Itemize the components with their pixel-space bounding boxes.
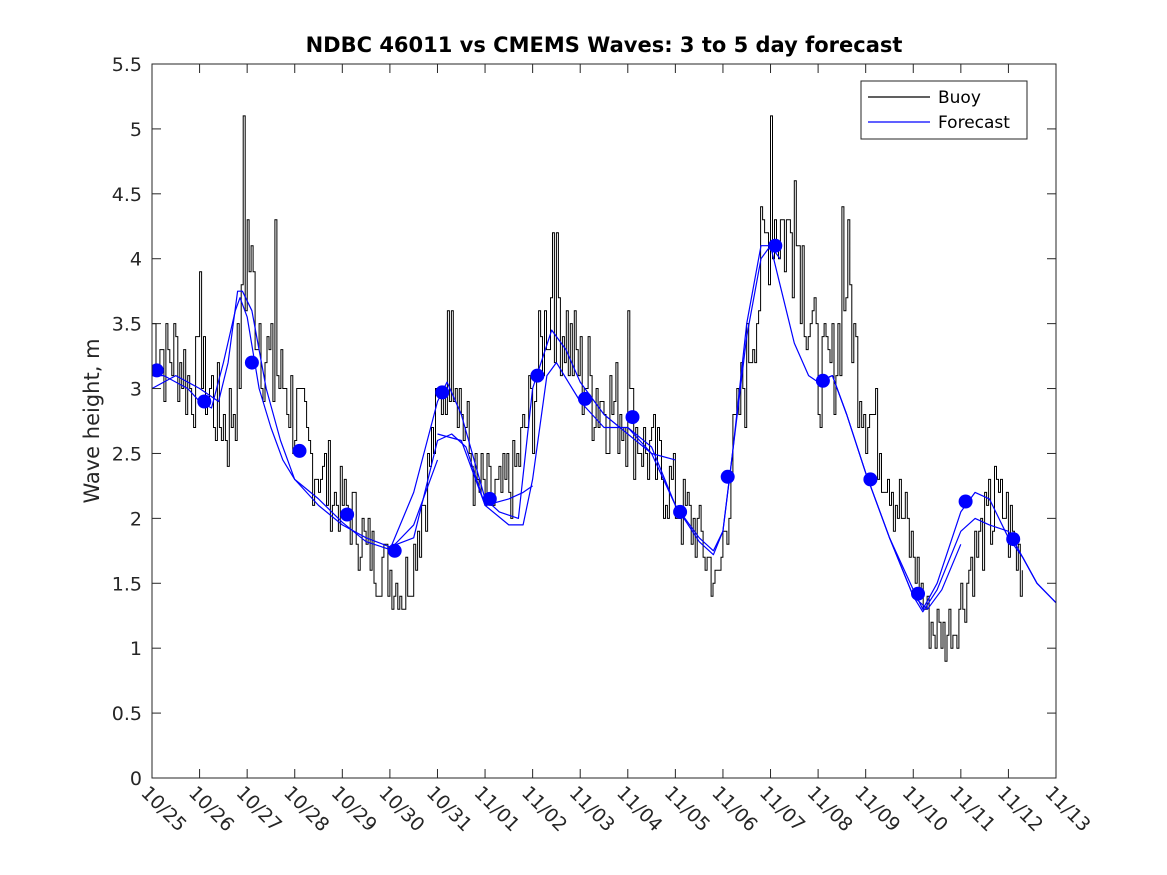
forecast-series-line-1 <box>152 297 439 551</box>
legend-forecast-label: Forecast <box>938 113 1010 133</box>
y-tick-label: 5 <box>130 119 142 141</box>
chart-title: NDBC 46011 vs CMEMS Waves: 3 to 5 day fo… <box>306 33 903 57</box>
forecast-point <box>578 391 592 406</box>
forecast-point <box>152 363 164 378</box>
forecast-point <box>387 543 402 558</box>
y-tick-label: 2 <box>130 508 142 530</box>
y-axis-label: Wave height, m <box>80 338 104 503</box>
y-tick-label: 1 <box>130 638 142 660</box>
y-tick-label: 0 <box>130 768 142 790</box>
forecast-point <box>958 494 973 509</box>
forecast-point <box>482 491 497 506</box>
y-tick-label: 1.5 <box>112 573 142 595</box>
forecast-point <box>1006 532 1021 547</box>
y-tick-label: 5.5 <box>112 54 142 76</box>
y-tick-label: 3.5 <box>112 314 142 336</box>
series-layer <box>152 115 1056 662</box>
forecast-series-line-2 <box>152 290 533 548</box>
forecast-point <box>768 238 783 253</box>
forecast-point <box>673 504 688 519</box>
y-tick-label: 4.5 <box>112 184 142 206</box>
forecast-point <box>197 394 212 409</box>
y-tick-label: 2.5 <box>112 443 142 465</box>
forecast-series-line-6 <box>817 375 1056 610</box>
forecast-point <box>911 586 925 601</box>
forecast-point <box>815 373 830 388</box>
y-tick-label: 3 <box>130 379 142 401</box>
legend: Buoy Forecast <box>860 80 1028 140</box>
forecast-point <box>720 469 735 484</box>
forecast-point <box>625 410 640 425</box>
forecast-point <box>863 472 878 487</box>
forecast-point <box>435 385 450 400</box>
plot-frame <box>151 63 1057 779</box>
forecast-point <box>244 355 259 370</box>
y-tick-label: 0.5 <box>112 703 142 725</box>
forecast-point <box>292 443 307 458</box>
forecast-point <box>530 368 545 383</box>
legend-buoy-label: Buoy <box>938 88 981 108</box>
forecast-series-line-7 <box>888 517 1056 613</box>
forecast-point <box>340 507 355 522</box>
legend-box <box>860 80 1028 140</box>
y-tick-label: 4 <box>130 249 142 271</box>
buoy-series-line <box>152 115 1023 662</box>
